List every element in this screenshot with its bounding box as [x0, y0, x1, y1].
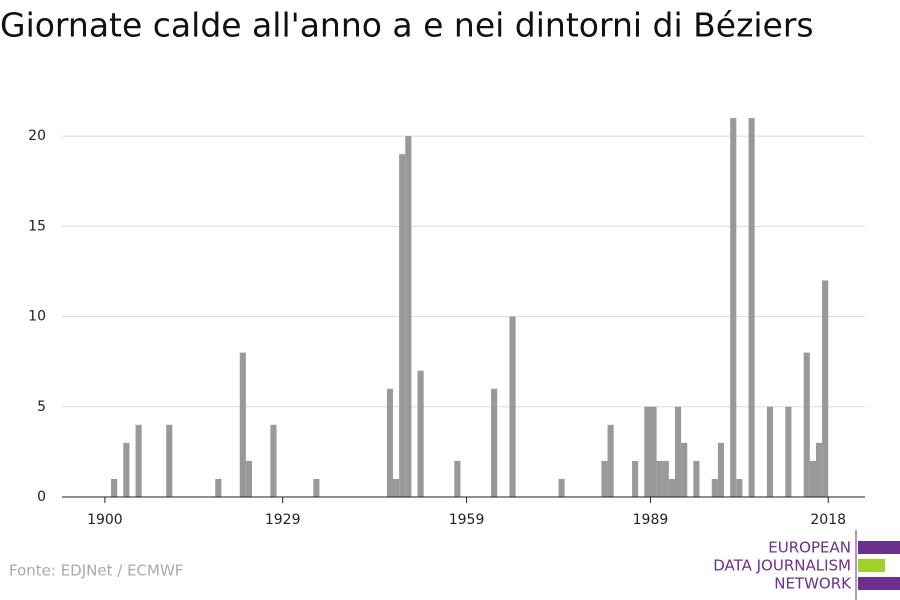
bar: [766, 406, 774, 497]
logo-bar: [858, 559, 885, 572]
bar: [803, 352, 810, 497]
bar: [405, 136, 412, 497]
bar: [809, 460, 816, 497]
bar: [717, 442, 725, 497]
bar: [245, 460, 253, 497]
y-tick-label: 5: [37, 399, 46, 415]
bar: [313, 478, 320, 497]
bar: [668, 478, 675, 497]
y-tick-label: 10: [28, 309, 46, 325]
bar: [736, 478, 743, 497]
bar: [111, 478, 118, 497]
logo-bar: [858, 577, 900, 590]
bar: [815, 442, 823, 497]
bar: [270, 424, 277, 497]
bar: [558, 478, 565, 497]
bar: [785, 406, 792, 497]
logo-text: EUROPEAN: [768, 539, 851, 557]
bar: [491, 388, 498, 497]
bar: [822, 280, 829, 497]
bar: [674, 406, 682, 497]
bar: [215, 478, 222, 497]
y-tick-label: 0: [37, 489, 46, 505]
bar: [239, 352, 246, 497]
bar: [454, 460, 461, 497]
bar: [607, 424, 614, 497]
source: Fonte: EDJNet / ECMWF: [9, 562, 183, 580]
x-tick-label: 1900: [87, 512, 123, 528]
bar: [632, 460, 639, 497]
bar: [393, 478, 400, 497]
logo-text: DATA JOURNALISM: [713, 557, 851, 575]
chart-title: Giornate calde all'anno a e nei dintorni…: [0, 6, 814, 45]
bar: [748, 118, 755, 497]
bar: [681, 442, 688, 497]
logo-text: NETWORK: [774, 575, 852, 593]
bar: [662, 460, 669, 497]
x-tick-label: 1959: [449, 512, 485, 528]
bar: [417, 370, 424, 497]
bar: [693, 460, 700, 497]
x-tick-label: 1989: [633, 512, 669, 528]
bar: [386, 388, 394, 497]
logo-bar: [858, 541, 900, 554]
bar: [509, 316, 516, 497]
bar: [656, 460, 663, 497]
bar: [601, 460, 608, 497]
y-tick-label: 15: [28, 218, 46, 234]
bar: [711, 478, 718, 497]
y-tick-label: 20: [28, 128, 46, 144]
x-tick-label: 2018: [810, 512, 846, 528]
bar: [650, 406, 657, 497]
bar: [166, 424, 173, 497]
bar: [135, 424, 142, 497]
bar: [730, 118, 737, 497]
x-tick-label: 1929: [265, 512, 301, 528]
bar: [123, 442, 130, 497]
bar: [644, 406, 651, 497]
bar: [399, 154, 406, 498]
